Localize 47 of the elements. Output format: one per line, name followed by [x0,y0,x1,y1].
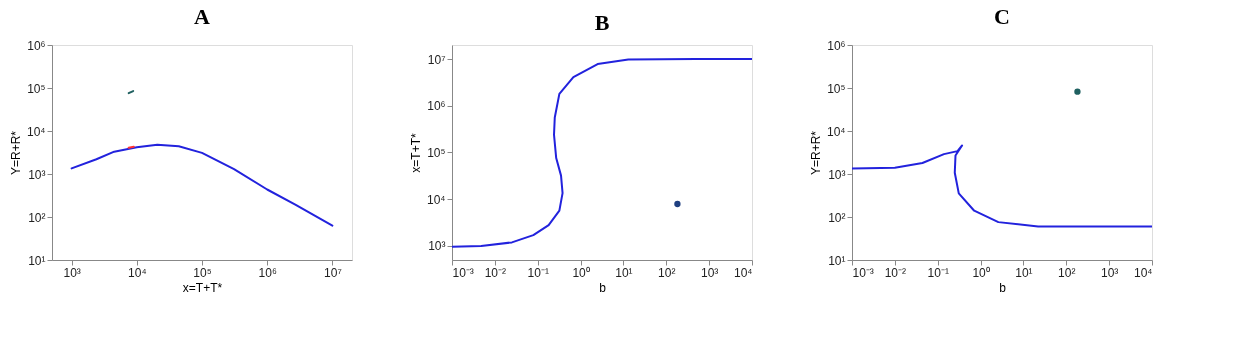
y-axis-title: Y=R+R* [809,130,823,176]
y-tick-label: 10⁷ [427,52,446,67]
x-tick-label: 10³ [63,265,81,280]
x-tick-label: 10³ [700,265,719,280]
x-tick-label: 10⁻² [884,265,907,280]
x-tick-label: 10⁻¹ [927,265,949,280]
y-tick-label: 10⁴ [426,192,446,207]
y-axis-title: x=T+T* [409,133,423,173]
x-tick-label: 10⁻³ [452,265,474,280]
y-tick-label: 10² [28,210,46,225]
y-tick-label: 10⁴ [26,124,46,139]
x-tick-label: 10⁰ [572,265,590,280]
y-tick-label: 10³ [828,167,846,182]
x-tick-label: 10² [658,265,676,280]
x-tick-label: 10⁰ [972,265,990,280]
y-tick-label: 10¹ [28,253,46,268]
x-tick-label: 10⁻³ [852,265,874,280]
y-tick-label: 10⁵ [427,146,446,160]
chart-title: A [194,4,211,29]
y-tick-label: 10² [828,210,846,225]
x-tick-label: 10⁻¹ [527,265,549,280]
y-tick-label: 10³ [28,167,46,182]
y-tick-label: 10⁵ [27,81,46,96]
x-tick-label: 10⁻² [484,265,507,280]
y-tick-label: 10⁶ [427,99,446,114]
x-tick-label: 10⁵ [193,265,212,280]
x-tick-label: 10¹ [615,265,633,280]
y-tick-label: 10⁵ [827,81,846,96]
x-tick-label: 10⁴ [733,265,753,280]
x-tick-label: 10² [1058,265,1076,280]
chart-title: B [594,10,610,35]
y-tick-label: 10⁴ [826,124,846,139]
x-tick-label: 10⁶ [258,265,277,280]
x-axis-title: x=T+T* [182,280,223,295]
x-tick-label: 10⁴ [128,265,147,280]
x-tick-label: 10³ [1100,265,1119,280]
x-tick-label: 10⁷ [324,265,342,280]
y-tick-label: 10⁶ [27,38,46,53]
x-tick-label: 10¹ [1015,265,1033,280]
x-tick-label: 10⁴ [1133,265,1153,280]
y-tick-label: 10⁶ [827,38,846,53]
y-tick-label: 10¹ [828,253,846,268]
chart-title: C [994,4,1010,29]
x-axis-title: b [999,280,1007,295]
x-axis-title: b [599,280,607,295]
y-tick-label: 10³ [428,239,446,254]
y-axis-title: Y=R+R* [9,130,23,176]
